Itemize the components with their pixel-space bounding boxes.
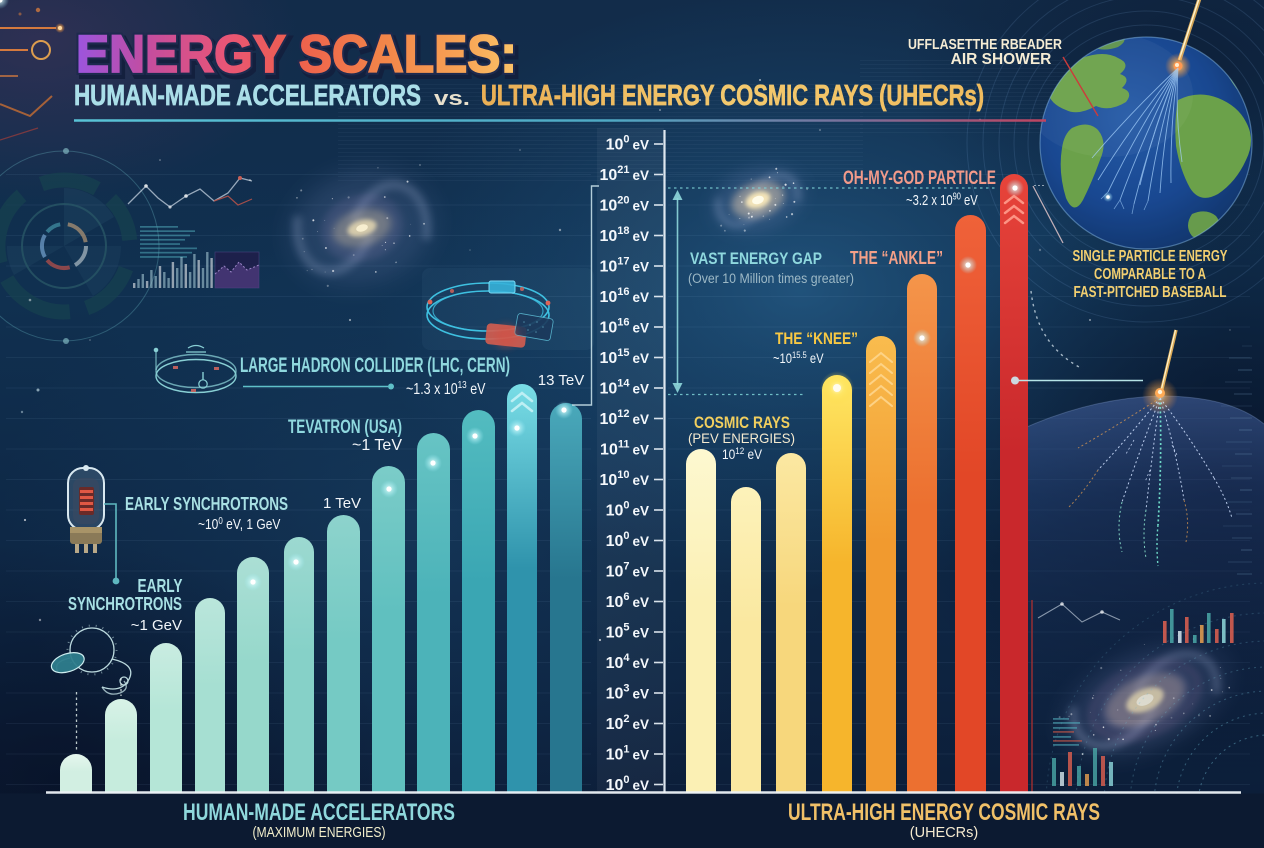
svg-text:vs.: vs. bbox=[434, 88, 470, 110]
svg-text:HUMAN-MADE ACCELERATORS: HUMAN-MADE ACCELERATORS bbox=[74, 80, 421, 112]
svg-text:1012 eV: 1012 eV bbox=[722, 445, 762, 462]
svg-text:EARLY SYNCHROTRONS: EARLY SYNCHROTRONS bbox=[125, 494, 288, 514]
svg-text:1 TeV: 1 TeV bbox=[323, 495, 361, 512]
svg-text:HUMAN-MADE ACCELERATORS: HUMAN-MADE ACCELERATORS bbox=[183, 799, 455, 826]
svg-text:SINGLE PARTICLE ENERGY: SINGLE PARTICLE ENERGY bbox=[1073, 248, 1228, 265]
svg-text:COSMIC RAYS: COSMIC RAYS bbox=[694, 413, 790, 432]
svg-text:(UHECRs): (UHECRs) bbox=[910, 825, 978, 841]
svg-text:ENERGY SCALES:: ENERGY SCALES: bbox=[76, 25, 517, 84]
svg-text:~1.3 x 1013 eV: ~1.3 x 1013 eV bbox=[406, 378, 486, 398]
svg-text:TEVATRON (USA): TEVATRON (USA) bbox=[288, 417, 402, 438]
svg-text:EARLY: EARLY bbox=[138, 576, 183, 596]
svg-text:VAST ENERGY GAP: VAST ENERGY GAP bbox=[690, 249, 822, 268]
svg-text:COMPARABLE TO A: COMPARABLE TO A bbox=[1094, 266, 1206, 283]
svg-text:FAST-PITCHED BASEBALL: FAST-PITCHED BASEBALL bbox=[1074, 284, 1227, 301]
svg-text:~100 eV, 1 GeV: ~100 eV, 1 GeV bbox=[198, 515, 280, 532]
svg-text:ENERGY SCALES:: ENERGY SCALES: bbox=[76, 25, 517, 84]
svg-text:~3.2 x 1090 eV: ~3.2 x 1090 eV bbox=[906, 190, 978, 208]
svg-text:~1015.5 eV: ~1015.5 eV bbox=[773, 349, 824, 366]
svg-text:~1 TeV: ~1 TeV bbox=[352, 437, 402, 454]
svg-text:(Over 10 Million times greater: (Over 10 Million times greater) bbox=[688, 271, 854, 286]
svg-text:LARGE HADRON COLLIDER (LHC, CE: LARGE HADRON COLLIDER (LHC, CERN) bbox=[240, 354, 510, 377]
svg-text:THE “ANKLE”: THE “ANKLE” bbox=[850, 248, 943, 268]
svg-text:THE “KNEE”: THE “KNEE” bbox=[775, 329, 858, 348]
svg-text:~1 GeV: ~1 GeV bbox=[131, 617, 182, 634]
svg-text:ENERGY SCALES:: ENERGY SCALES: bbox=[79, 29, 520, 88]
svg-text:UFFLASETTHE RBEADER: UFFLASETTHE RBEADER bbox=[908, 37, 1062, 53]
svg-text:(MAXIMUM ENERGIES): (MAXIMUM ENERGIES) bbox=[253, 825, 386, 841]
svg-text:ULTRA-HIGH ENERGY COSMIC RAYS: ULTRA-HIGH ENERGY COSMIC RAYS bbox=[788, 799, 1100, 826]
svg-text:OH-MY-GOD PARTICLE: OH-MY-GOD PARTICLE bbox=[843, 168, 996, 189]
svg-text:(PEV ENERGIES): (PEV ENERGIES) bbox=[688, 430, 795, 446]
svg-text:AIR SHOWER: AIR SHOWER bbox=[951, 51, 1052, 68]
svg-text:ULTRA-HIGH ENERGY COSMIC RAYS: ULTRA-HIGH ENERGY COSMIC RAYS (UHECRs) bbox=[481, 80, 984, 112]
svg-text:SYNCHROTRONS: SYNCHROTRONS bbox=[68, 594, 182, 614]
svg-text:13 TeV: 13 TeV bbox=[538, 372, 584, 389]
